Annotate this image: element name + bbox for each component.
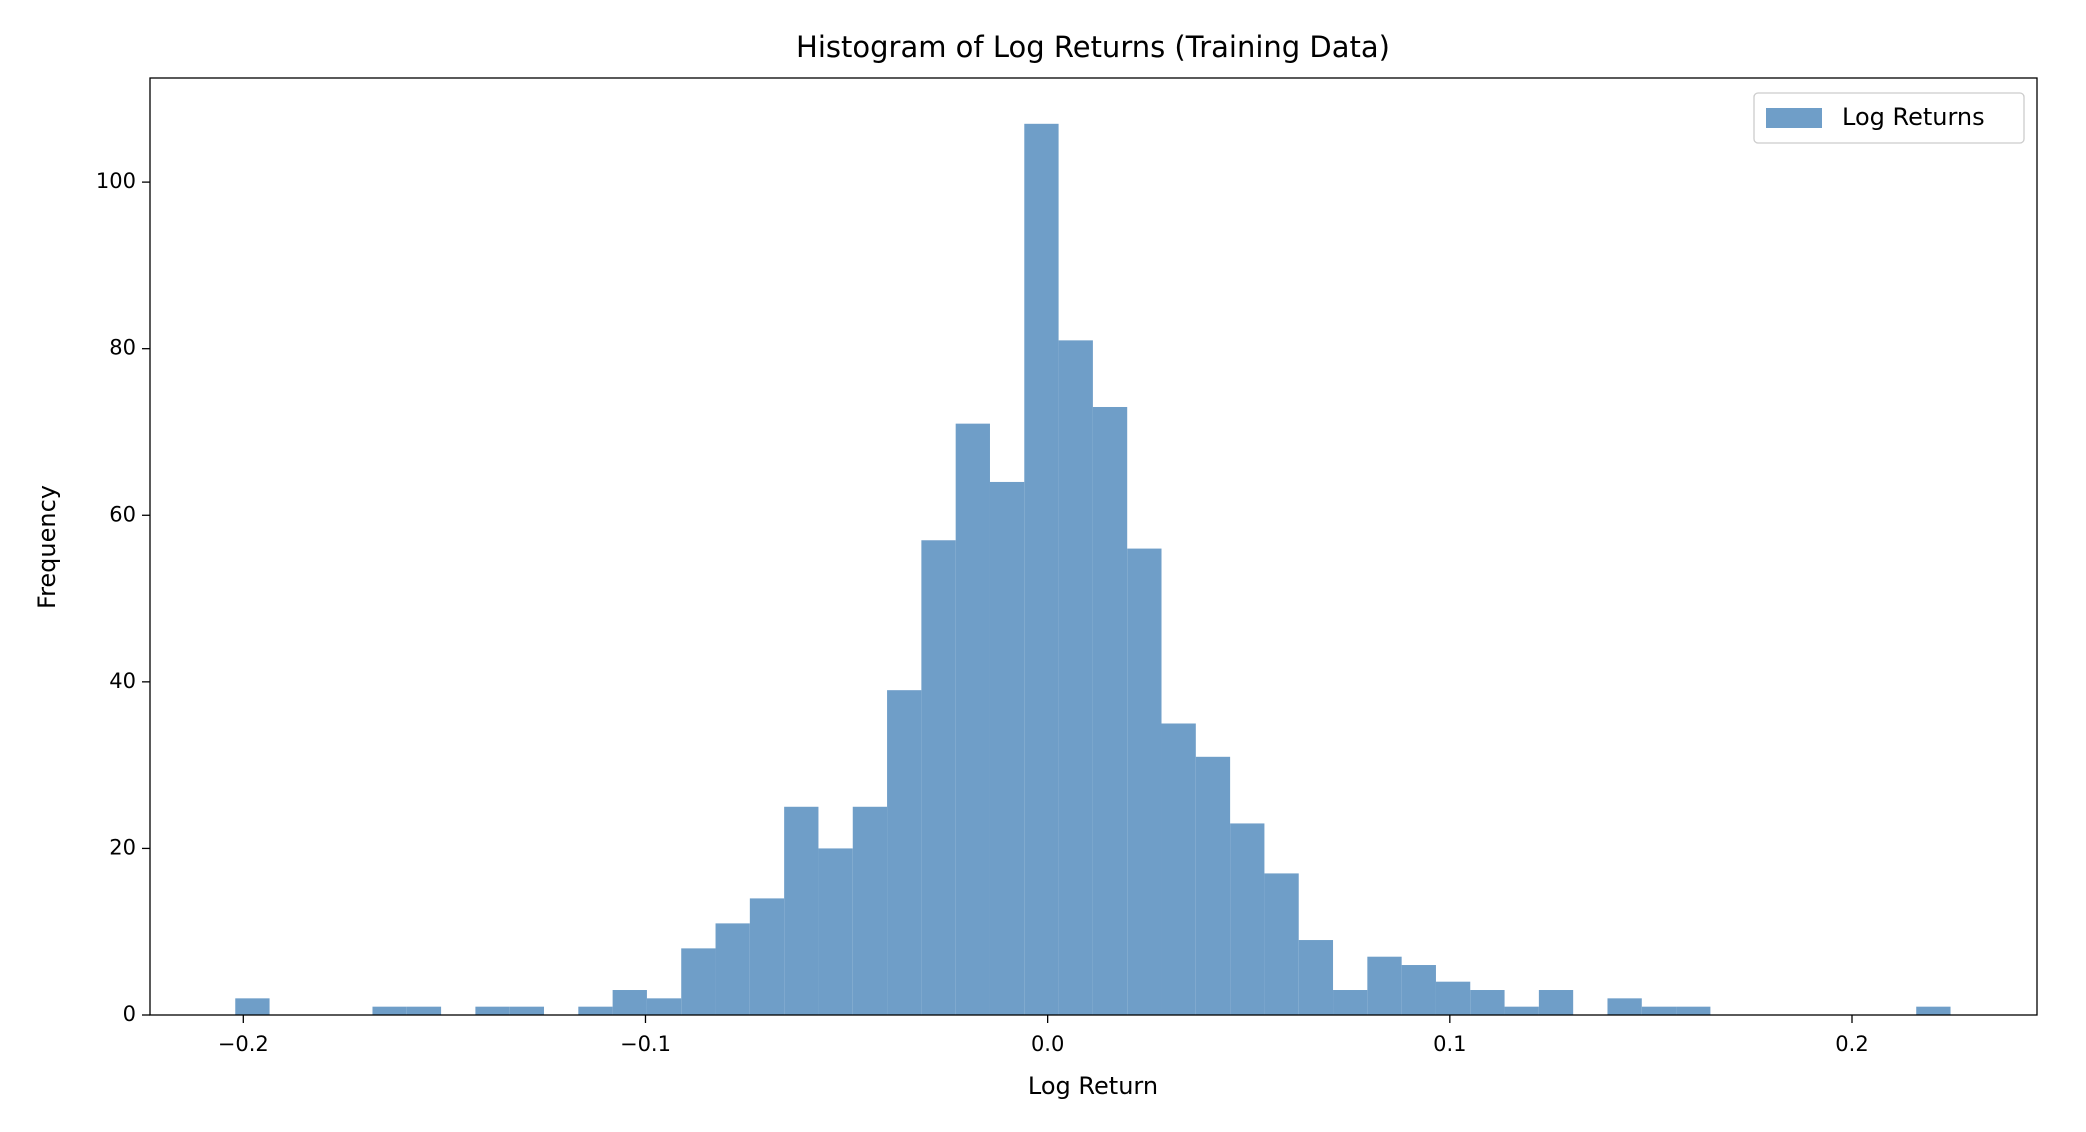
histogram-bar [1298,940,1334,1015]
x-tick-label: 0.0 [1031,1032,1064,1056]
histogram-bar [681,948,716,1015]
histogram-bar [1435,981,1471,1015]
x-axis-label: Log Return [1028,1072,1158,1100]
histogram-bar [1127,548,1162,1015]
chart-title: Histogram of Log Returns (Training Data) [796,30,1390,64]
legend-box [1753,92,2025,144]
histogram-bar [1401,965,1436,1015]
histogram-bar [784,806,819,1015]
histogram-bar [1538,990,1574,1015]
plot-frame [149,77,2038,1016]
histogram-bar [1024,123,1059,1015]
histogram-bar [921,540,956,1015]
histogram-bar [749,898,785,1015]
histogram-bar [509,1006,545,1015]
histogram-bar [1470,990,1505,1015]
legend-label: Log Returns [1842,103,1985,131]
histogram-bar [1916,1006,1951,1015]
y-tick-label: 60 [109,502,136,526]
histogram-bar [715,923,750,1015]
y-tick-label: 20 [109,835,136,859]
histogram-bar [1607,998,1642,1015]
histogram-bar [1058,340,1093,1015]
y-tick-label: 40 [109,669,136,693]
histogram-bar [1092,406,1128,1016]
y-tick-label: 80 [109,336,136,360]
histogram-bar [955,423,990,1015]
histogram-bar [646,998,682,1015]
histogram-bar [372,1006,407,1015]
y-axis-label: Frequency [33,485,61,609]
histogram-bar [1161,723,1196,1015]
x-tick-label: 0.1 [1433,1032,1466,1056]
x-tick-label: −0.1 [620,1032,671,1056]
histogram-bar [818,848,853,1015]
histogram-bar [852,806,888,1015]
histogram-bar [1264,873,1299,1015]
histogram-bar [235,998,270,1015]
x-tick-label: 0.2 [1835,1032,1868,1056]
histogram-bar [1230,823,1265,1015]
histogram-bar [989,481,1025,1015]
histogram-bar [1641,1006,1677,1015]
histogram-bar [1504,1006,1539,1015]
legend-swatch [1766,108,1822,128]
histogram-bar [887,690,922,1015]
histogram-bar [1367,956,1402,1015]
histogram-bar [1195,756,1231,1015]
y-tick-label: 100 [96,169,136,193]
histogram-bar [1333,990,1368,1015]
histogram-bar [1676,1006,1711,1015]
histogram-bar [475,1006,510,1015]
histogram-bar [578,1006,613,1015]
histogram-bar [612,990,647,1015]
histogram-bar [406,1006,442,1015]
y-tick-label: 0 [123,1002,136,1026]
x-tick-label: −0.2 [218,1032,269,1056]
